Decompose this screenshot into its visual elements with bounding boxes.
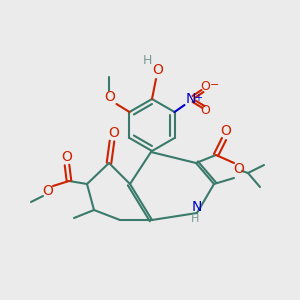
Text: O: O (201, 80, 211, 92)
Text: N: N (185, 92, 196, 106)
Text: N: N (192, 200, 202, 214)
Text: H: H (142, 55, 152, 68)
Text: −: − (210, 80, 219, 90)
Text: H: H (191, 214, 199, 224)
Text: O: O (109, 126, 119, 140)
Text: O: O (201, 103, 211, 116)
Text: O: O (104, 90, 115, 104)
Text: +: + (194, 93, 202, 103)
Text: O: O (153, 63, 164, 77)
Text: O: O (234, 162, 244, 176)
Text: O: O (61, 150, 72, 164)
Text: O: O (43, 184, 53, 198)
Text: O: O (220, 124, 231, 138)
